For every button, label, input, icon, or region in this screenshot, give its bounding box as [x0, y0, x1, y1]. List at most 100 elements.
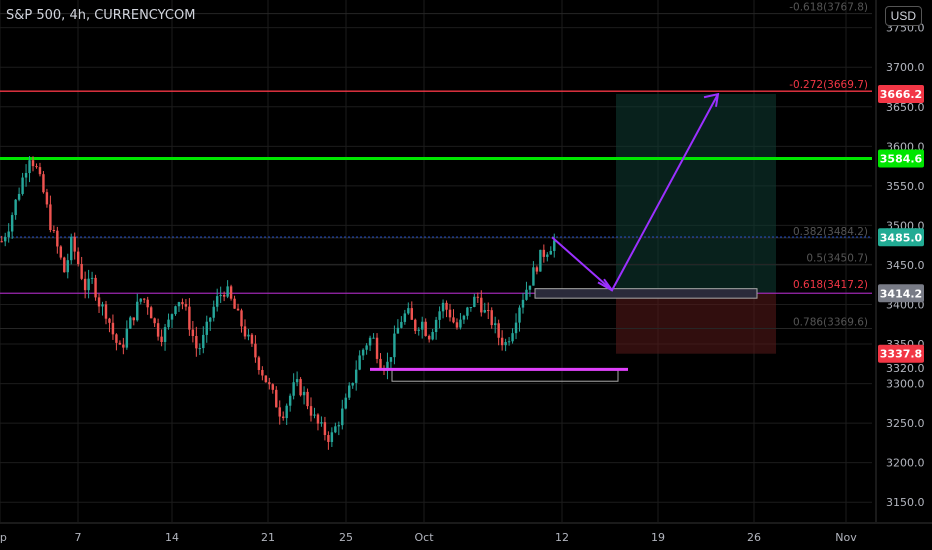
candle-body [139, 298, 142, 302]
candle-body [528, 285, 532, 290]
price-tag-label: 3485.0 [880, 231, 923, 244]
candle-body [184, 304, 188, 307]
candle-body [132, 317, 136, 321]
candle-body [191, 329, 195, 337]
candle-body [341, 408, 344, 426]
candle-body [243, 326, 247, 337]
candle-body [445, 302, 448, 310]
candle-body [170, 314, 174, 320]
x-tick-label: Oct [414, 531, 434, 544]
candle-body [177, 302, 181, 307]
candle-body [295, 379, 299, 383]
candle-body [407, 308, 410, 314]
x-tick-label: 14 [165, 531, 179, 544]
zone-rect [391, 369, 619, 382]
candle-body [292, 382, 295, 396]
candle-body [136, 301, 139, 321]
arrow-head [703, 92, 720, 107]
candle-body [313, 414, 316, 416]
candle-body [330, 432, 334, 442]
candle-body [462, 315, 466, 320]
fib-label: -0.272(3669.7) [789, 79, 868, 91]
candle-body [379, 358, 382, 369]
candle-body [431, 332, 434, 340]
candle-body [163, 327, 167, 342]
candle-body [49, 204, 52, 231]
candle-body [389, 357, 393, 362]
candle-body [271, 384, 275, 390]
candle-body [108, 318, 111, 323]
candle-body [87, 278, 90, 291]
candle-body [441, 302, 445, 312]
candle-body [288, 395, 292, 406]
candle-body [38, 167, 42, 175]
candle-body [63, 257, 66, 273]
candle-body [250, 334, 254, 344]
candle-body [125, 328, 129, 348]
candle-body [209, 317, 212, 322]
candle-body [553, 240, 556, 251]
candle-body [410, 308, 414, 320]
candle-body [21, 177, 24, 194]
candle-body [45, 192, 49, 205]
candle-body [219, 295, 222, 297]
candle-body [459, 319, 462, 328]
loss-zone [616, 293, 776, 354]
candle-body [83, 278, 87, 291]
price-tag [878, 84, 924, 103]
candle-body [334, 426, 337, 433]
candle-body [198, 348, 202, 350]
candle-body [518, 307, 521, 323]
candle-body [56, 230, 59, 247]
candle-body [212, 306, 215, 318]
y-tick-label: 3250.0 [886, 417, 925, 430]
candle-body [28, 160, 31, 174]
candle-body [500, 337, 504, 346]
candle-body [358, 355, 361, 370]
candle-body [427, 335, 431, 340]
candle-body [233, 298, 236, 309]
price-tag [878, 284, 924, 303]
candle-body [368, 337, 372, 346]
candle-body [281, 416, 285, 419]
currency-button[interactable]: USD [884, 6, 922, 26]
candle-body [240, 310, 243, 327]
candle-body [111, 322, 115, 335]
candle-body [268, 382, 271, 385]
fib-label: 0.5(3450.7) [806, 252, 868, 264]
candle-body [76, 251, 80, 265]
candle-body [299, 379, 302, 396]
candle-body [278, 407, 281, 417]
candle-body [351, 382, 354, 386]
price-tag [878, 344, 924, 363]
price-tag-label: 3666.2 [880, 88, 922, 101]
y-tick-label: 3700.0 [886, 61, 925, 74]
candle-body [35, 166, 38, 168]
candle-body [452, 317, 455, 323]
profit-zone [616, 93, 776, 294]
x-tick-label: ep [0, 531, 7, 544]
candle-body [236, 308, 240, 311]
candle-body [115, 334, 118, 343]
candle-body [31, 160, 35, 167]
y-tick-label: 3450.0 [886, 259, 925, 272]
y-tick-label: 3300.0 [886, 378, 925, 391]
candle-body [247, 334, 250, 337]
candle-body [372, 337, 375, 339]
candle-body [480, 297, 483, 313]
x-tick-label: 26 [747, 531, 761, 544]
candle-body [129, 317, 132, 329]
x-tick-label: 19 [651, 531, 665, 544]
fib-label: 0.786(3369.6) [793, 317, 868, 329]
candle-body [386, 361, 389, 371]
candle-body [202, 334, 205, 349]
candle-body [417, 329, 420, 331]
candle-body [337, 425, 341, 427]
x-tick-label: 25 [339, 531, 353, 544]
candle-body [257, 357, 261, 370]
candle-body [483, 310, 486, 313]
candle-body [70, 236, 73, 261]
candle-body [142, 298, 146, 300]
candle-body [10, 215, 14, 232]
price-tag-label: 3414.2 [880, 287, 922, 300]
